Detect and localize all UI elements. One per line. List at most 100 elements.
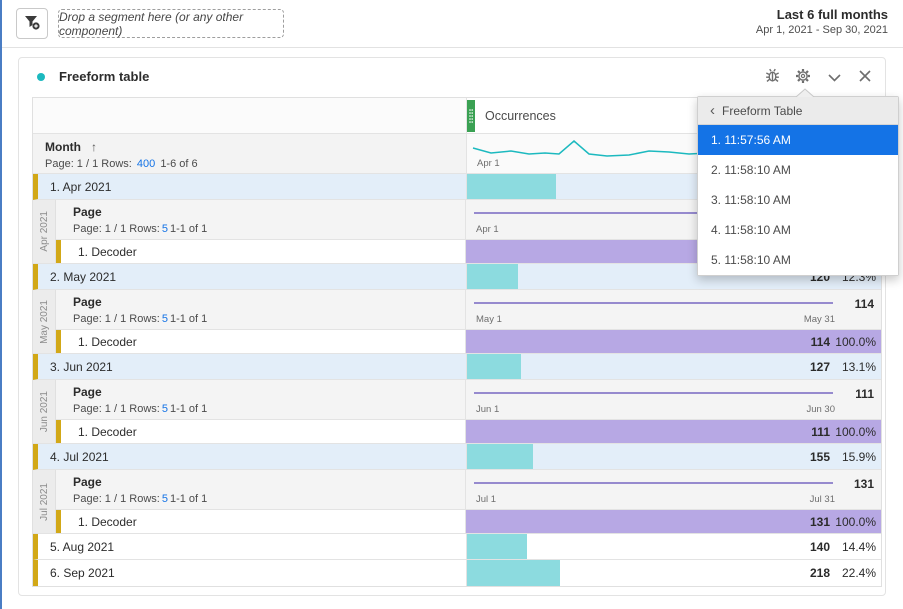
table-row-jul-2021[interactable]: 4. Jul 2021 155 15.9% bbox=[33, 444, 881, 470]
funnel-plus-icon bbox=[23, 14, 41, 34]
row-value-cell: 131 100.0% bbox=[466, 510, 881, 533]
breakdown-row-decoder[interactable]: 1. Decoder 111 100.0% bbox=[56, 420, 881, 443]
sort-ascending-icon[interactable]: ↑ bbox=[90, 140, 97, 154]
row-value-cell: 111 100.0% bbox=[466, 420, 881, 443]
metric-header-label: Occurrences bbox=[485, 108, 556, 123]
value-bar bbox=[466, 330, 881, 353]
dropdown-item-1[interactable]: 1. 11:57:56 AM bbox=[698, 125, 898, 155]
panel-toolbar bbox=[760, 65, 877, 89]
freeform-table: Occurrences Month ↑ Page: 1 / 1 Rows: 400… bbox=[32, 97, 882, 587]
dropdown-back-header[interactable]: ‹ Freeform Table bbox=[698, 97, 898, 125]
row-label: 2. May 2021 bbox=[38, 264, 467, 289]
dropdown-header-label: Freeform Table bbox=[722, 103, 803, 118]
breakdown-side-strip: Jun 2021 bbox=[33, 380, 56, 443]
breakdown-dimension-header[interactable]: Page Page: 1 / 1 Rows: 5 1-1 of 1 bbox=[56, 290, 466, 329]
value-bar bbox=[467, 534, 527, 559]
row-label: 1. Decoder bbox=[61, 240, 466, 263]
pagination-prefix: Page: 1 / 1 Rows: bbox=[45, 158, 132, 170]
dropdown-item-3[interactable]: 3. 11:58:10 AM bbox=[698, 185, 898, 215]
window-left-edge bbox=[0, 0, 2, 609]
bug-icon bbox=[764, 67, 781, 87]
value-bar bbox=[467, 264, 518, 289]
freeform-table-panel: Freeform table bbox=[18, 57, 886, 596]
breakdown-sparkline: Jun 1 Jun 30 111 bbox=[466, 380, 881, 419]
row-value-cell: 140 14.4% bbox=[467, 534, 881, 559]
value-bar bbox=[467, 560, 560, 586]
debugger-dropdown: ‹ Freeform Table 1. 11:57:56 AM 2. 11:58… bbox=[697, 96, 899, 276]
row-value-cell: 155 15.9% bbox=[467, 444, 881, 469]
breakdown-row-decoder[interactable]: 1. Decoder 114 100.0% bbox=[56, 330, 881, 353]
chevron-down-icon bbox=[827, 70, 841, 85]
row-value-cell: 127 13.1% bbox=[467, 354, 881, 379]
breakdown-side-strip: May 2021 bbox=[33, 290, 56, 353]
row-value-cell: 114 100.0% bbox=[466, 330, 881, 353]
date-range-title: Last 6 full months bbox=[776, 7, 888, 22]
breakdown-side-label: Apr 2021 bbox=[38, 211, 50, 252]
breakdown-side-strip: Jul 2021 bbox=[33, 470, 56, 533]
topbar: Drop a segment here (or any other compon… bbox=[2, 0, 903, 48]
table-row-aug-2021[interactable]: 5. Aug 2021 140 14.4% bbox=[33, 534, 881, 560]
dropdown-item-4[interactable]: 4. 11:58:10 AM bbox=[698, 215, 898, 245]
breakdown-total: 111 bbox=[855, 387, 874, 401]
breakdown-sparkline: Jul 1 Jul 31 131 bbox=[466, 470, 881, 509]
value-bar bbox=[467, 174, 556, 199]
collapse-button[interactable] bbox=[822, 65, 846, 89]
value-bar bbox=[467, 354, 522, 379]
breakdown-header-row: Page Page: 1 / 1 Rows: 5 1-1 of 1 Apr 1 bbox=[56, 200, 881, 240]
breakdown-dimension-header[interactable]: Page Page: 1 / 1 Rows: 5 1-1 of 1 bbox=[56, 470, 466, 509]
breakdown-header-row: Page Page: 1 / 1 Rows: 5 1-1 of 1 Jul 1 Ju… bbox=[56, 470, 881, 510]
rows-per-page-link[interactable]: 5 bbox=[161, 403, 168, 415]
rows-per-page-link[interactable]: 5 bbox=[161, 313, 168, 325]
breakdown-dimension-header[interactable]: Page Page: 1 / 1 Rows: 5 1-1 of 1 bbox=[56, 380, 466, 419]
dropzone-label: Drop a segment here (or any other compon… bbox=[59, 9, 244, 38]
close-icon bbox=[859, 69, 871, 85]
debug-button[interactable] bbox=[760, 65, 784, 89]
date-range-detail: Apr 1, 2021 - Sep 30, 2021 bbox=[755, 24, 888, 36]
drag-handle-icon bbox=[467, 100, 475, 132]
value-bar bbox=[466, 510, 881, 533]
rows-per-page-link[interactable]: 5 bbox=[161, 493, 168, 505]
date-range-selector[interactable]: Last 6 full months Apr 1, 2021 - Sep 30,… bbox=[756, 7, 888, 36]
rows-per-page-link[interactable]: 5 bbox=[161, 223, 168, 235]
add-segment-filter-button[interactable] bbox=[16, 8, 48, 39]
row-label: 3. Jun 2021 bbox=[38, 354, 467, 379]
dimension-header-label: Month bbox=[45, 140, 81, 154]
breakdown-side-strip: Apr 2021 bbox=[33, 200, 56, 263]
panel-title[interactable]: Freeform table bbox=[59, 69, 150, 84]
breakdown-header-row: Page Page: 1 / 1 Rows: 5 1-1 of 1 May 1 Ma… bbox=[56, 290, 881, 330]
gear-icon bbox=[795, 68, 811, 87]
value-bar bbox=[466, 420, 881, 443]
sparkline-start-label: Apr 1 bbox=[477, 158, 500, 169]
column-header-month[interactable]: Month ↑ Page: 1 / 1 Rows: 400 1-6 of 6 bbox=[33, 134, 467, 173]
value-bar bbox=[467, 444, 533, 469]
breakdown-total: 131 bbox=[853, 477, 874, 491]
segment-dropzone[interactable]: Drop a segment here (or any other compon… bbox=[58, 9, 284, 38]
row-value-cell: 218 22.4% bbox=[467, 560, 881, 586]
breakdown-total: 114 bbox=[854, 297, 874, 311]
breakdown-jul-2021: Jul 2021 Page Page: 1 / 1 Rows: 5 1-1 of 1… bbox=[33, 470, 881, 534]
row-label: 5. Aug 2021 bbox=[38, 534, 467, 559]
breakdown-jun-2021: Jun 2021 Page Page: 1 / 1 Rows: 5 1-1 of 1… bbox=[33, 380, 881, 444]
sparkline-start-label: Apr 1 bbox=[476, 224, 499, 235]
dropdown-caret bbox=[795, 88, 815, 98]
table-pagination: Page: 1 / 1 Rows: 400 1-6 of 6 bbox=[45, 158, 466, 170]
table-row-sep-2021[interactable]: 6. Sep 2021 218 22.4% bbox=[33, 560, 881, 586]
chevron-left-icon: ‹ bbox=[710, 102, 715, 119]
dropdown-item-5[interactable]: 5. 11:58:10 AM bbox=[698, 245, 898, 275]
table-row-jun-2021[interactable]: 3. Jun 2021 127 13.1% bbox=[33, 354, 881, 380]
close-button[interactable] bbox=[853, 65, 877, 89]
row-label: 6. Sep 2021 bbox=[38, 560, 467, 586]
row-label: 4. Jul 2021 bbox=[38, 444, 467, 469]
dropdown-item-2[interactable]: 2. 11:58:10 AM bbox=[698, 155, 898, 185]
row-label: 1. Decoder bbox=[61, 510, 466, 533]
breakdown-dimension-header[interactable]: Page Page: 1 / 1 Rows: 5 1-1 of 1 bbox=[56, 200, 466, 239]
row-label: 1. Apr 2021 bbox=[38, 174, 467, 199]
breakdown-row-decoder[interactable]: 1. Decoder 131 100.0% bbox=[56, 510, 881, 533]
breakdown-header-row: Page Page: 1 / 1 Rows: 5 1-1 of 1 Jun 1 Ju… bbox=[56, 380, 881, 420]
rows-per-page-link[interactable]: 400 bbox=[136, 158, 156, 170]
panel-header: Freeform table bbox=[19, 58, 885, 97]
settings-button[interactable] bbox=[791, 65, 815, 89]
table-row-apr-2021[interactable]: 1. Apr 2021 bbox=[33, 174, 881, 200]
pagination-range: 1-6 of 6 bbox=[160, 158, 198, 170]
